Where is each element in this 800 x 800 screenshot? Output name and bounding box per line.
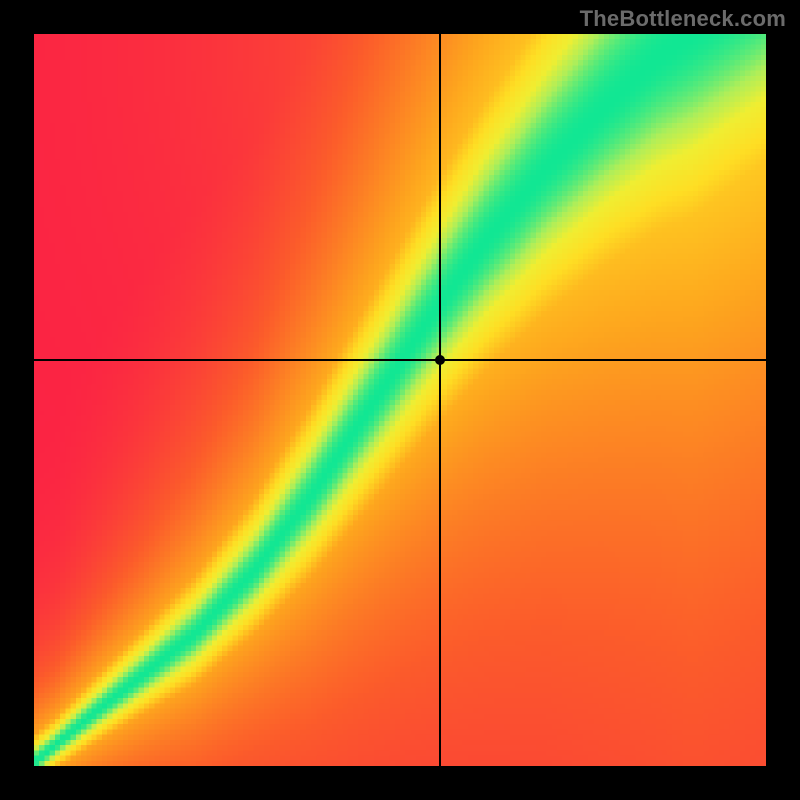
bottleneck-marker xyxy=(435,355,445,365)
watermark-label: TheBottleneck.com xyxy=(580,6,786,32)
heatmap-canvas xyxy=(34,34,766,766)
crosshair-vertical xyxy=(439,34,441,766)
crosshair-horizontal xyxy=(34,359,766,361)
heatmap-plot xyxy=(34,34,766,766)
